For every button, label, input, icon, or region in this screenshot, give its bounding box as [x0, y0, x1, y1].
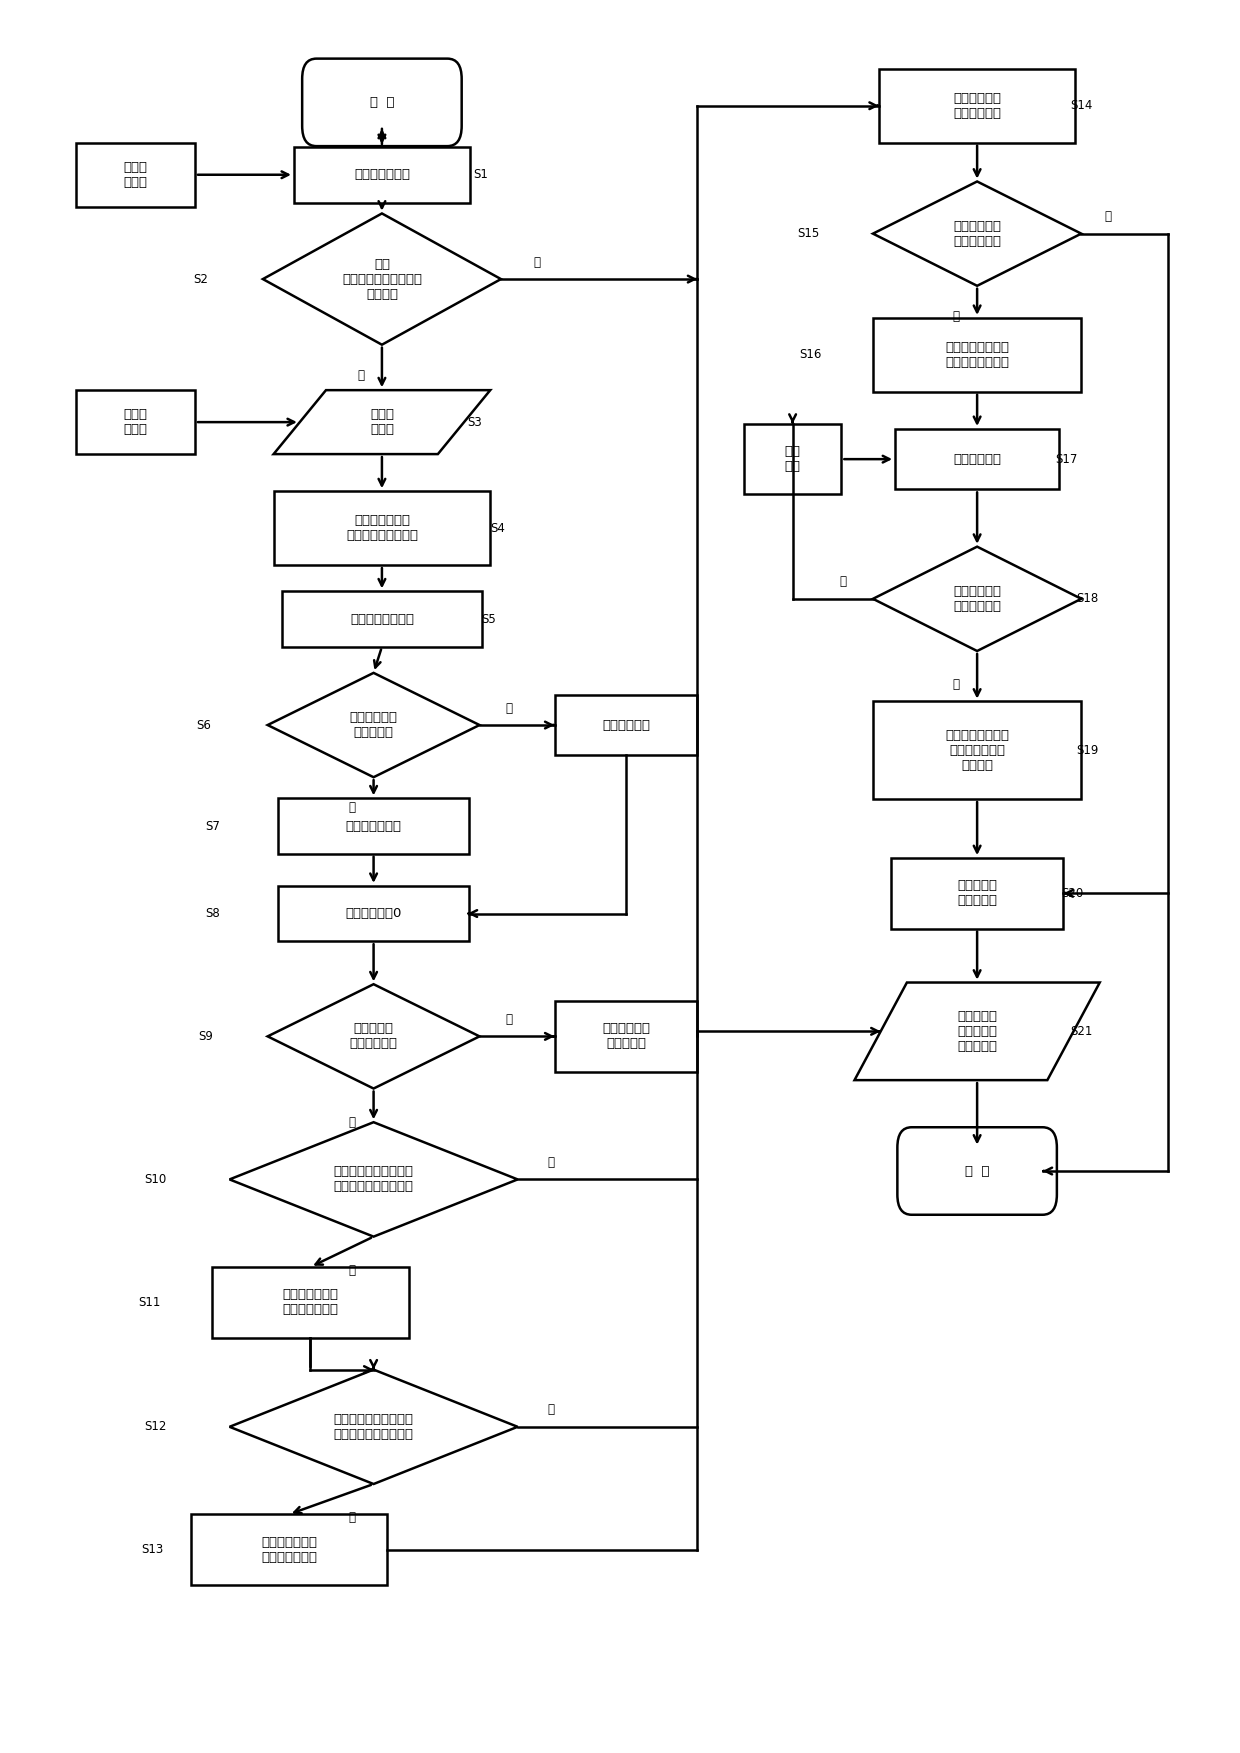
- Text: 判断状态值是
否属于某区间: 判断状态值是 否属于某区间: [954, 219, 1001, 247]
- Bar: [76, 142, 195, 207]
- Text: 输出数值为状态值
加上状态值所处
区间步长: 输出数值为状态值 加上状态值所处 区间步长: [945, 729, 1009, 771]
- Text: 是: 是: [348, 1511, 356, 1523]
- Text: 设定调节步长为状
态值对应区间步长: 设定调节步长为状 态值对应区间步长: [945, 340, 1009, 368]
- Text: S4: S4: [490, 522, 505, 535]
- Polygon shape: [263, 214, 501, 345]
- Text: S21: S21: [1070, 1026, 1094, 1038]
- Text: 判断状态值是否小于或
等于最小区间的最小值: 判断状态值是否小于或 等于最小区间的最小值: [334, 1166, 414, 1194]
- Text: S5: S5: [481, 612, 496, 626]
- Text: 否: 否: [348, 1115, 356, 1129]
- Text: S3: S3: [467, 415, 482, 429]
- Text: 是: 是: [506, 1013, 513, 1026]
- Text: 状态值改变或
延时时间结束: 状态值改变或 延时时间结束: [954, 586, 1001, 614]
- Text: 判断
输出数值调节控制功能
是否激活: 判断 输出数值调节控制功能 是否激活: [342, 258, 422, 300]
- Text: S9: S9: [198, 1029, 213, 1043]
- Text: 是: 是: [952, 310, 960, 323]
- Bar: [554, 1001, 697, 1071]
- Text: 否: 否: [1104, 210, 1111, 223]
- Text: 设定输出数
值调节区间: 设定输出数 值调节区间: [957, 880, 997, 908]
- Text: 判断手动控
制位是否激活: 判断手动控 制位是否激活: [350, 1022, 398, 1050]
- Bar: [879, 68, 1075, 142]
- Polygon shape: [854, 982, 1100, 1080]
- Text: 设置起始标志位
对输入区间进行编号: 设置起始标志位 对输入区间进行编号: [346, 514, 418, 542]
- Bar: [281, 591, 482, 647]
- Bar: [744, 424, 842, 494]
- Bar: [274, 491, 490, 564]
- Text: S1: S1: [474, 168, 489, 181]
- FancyBboxPatch shape: [303, 58, 461, 145]
- Text: 设置时钟振荡: 设置时钟振荡: [954, 452, 1001, 466]
- FancyBboxPatch shape: [898, 1127, 1056, 1215]
- Text: 外部使
能信号: 外部使 能信号: [124, 161, 148, 189]
- Text: S14: S14: [1070, 100, 1094, 112]
- Bar: [191, 1515, 387, 1585]
- Bar: [873, 701, 1081, 799]
- Text: 设置终点标志位: 设置终点标志位: [346, 819, 402, 833]
- Text: S12: S12: [145, 1420, 167, 1434]
- Text: 开  始: 开 始: [370, 96, 394, 109]
- Text: 否: 否: [506, 701, 513, 715]
- Text: 内部使能位映射: 内部使能位映射: [353, 168, 410, 181]
- Bar: [873, 317, 1081, 393]
- Text: S19: S19: [1076, 743, 1099, 757]
- Text: S17: S17: [1055, 452, 1078, 466]
- Text: 判断状态值是否大于或
等于最大区间的最大值: 判断状态值是否大于或 等于最大区间的最大值: [334, 1413, 414, 1441]
- Text: S20: S20: [1061, 887, 1084, 899]
- Text: 将输出数值
映射至外部
接口并输出: 将输出数值 映射至外部 接口并输出: [957, 1010, 997, 1054]
- Polygon shape: [873, 182, 1081, 286]
- Polygon shape: [268, 673, 480, 777]
- Text: S2: S2: [193, 272, 208, 286]
- Text: S7: S7: [206, 819, 221, 833]
- Bar: [278, 798, 469, 854]
- Text: 步长初始化为0: 步长初始化为0: [346, 906, 402, 920]
- Text: 外部设
定参数: 外部设 定参数: [124, 408, 148, 436]
- Text: 是: 是: [357, 368, 365, 382]
- Text: 输出数值等于
调节步长值: 输出数值等于 调节步长值: [601, 1022, 650, 1050]
- Text: S11: S11: [139, 1295, 161, 1309]
- Text: 循环比较输入区间: 循环比较输入区间: [350, 612, 414, 626]
- Polygon shape: [229, 1369, 517, 1485]
- Text: 是: 是: [952, 678, 960, 691]
- Bar: [76, 391, 195, 454]
- Text: 是: 是: [348, 801, 356, 813]
- Polygon shape: [268, 983, 480, 1089]
- Text: 设定调节步长为
最小区间步长值: 设定调节步长为 最小区间步长值: [283, 1288, 339, 1317]
- Bar: [278, 885, 469, 941]
- Polygon shape: [873, 547, 1081, 650]
- Bar: [212, 1267, 409, 1338]
- Text: 否: 否: [547, 1404, 554, 1416]
- Text: S13: S13: [141, 1543, 164, 1557]
- Text: 映射至
缓存区: 映射至 缓存区: [370, 408, 394, 436]
- Bar: [294, 147, 470, 203]
- Text: S16: S16: [800, 349, 822, 361]
- Text: S15: S15: [797, 228, 820, 240]
- Bar: [895, 429, 1059, 489]
- Text: 结  束: 结 束: [965, 1164, 990, 1178]
- Bar: [890, 857, 1064, 929]
- Text: 丢弃降序部分: 丢弃降序部分: [601, 719, 650, 731]
- Text: 判断输入区间
是否为升序: 判断输入区间 是否为升序: [350, 712, 398, 740]
- Text: 否: 否: [547, 1155, 554, 1169]
- Text: 将状态值与各
区间进行比较: 将状态值与各 区间进行比较: [954, 91, 1001, 119]
- Text: S8: S8: [206, 906, 221, 920]
- Text: 否: 否: [533, 256, 541, 268]
- Polygon shape: [229, 1122, 517, 1236]
- Text: S18: S18: [1076, 593, 1099, 605]
- Bar: [554, 694, 697, 756]
- Text: S6: S6: [196, 719, 211, 731]
- Text: 设定
延时: 设定 延时: [785, 445, 801, 473]
- Text: 设定调节步长为
最大区间步长值: 设定调节步长为 最大区间步长值: [262, 1536, 317, 1564]
- Text: 是: 是: [348, 1264, 356, 1276]
- Polygon shape: [274, 391, 490, 454]
- Text: 否: 否: [839, 575, 847, 589]
- Text: S10: S10: [145, 1173, 167, 1187]
